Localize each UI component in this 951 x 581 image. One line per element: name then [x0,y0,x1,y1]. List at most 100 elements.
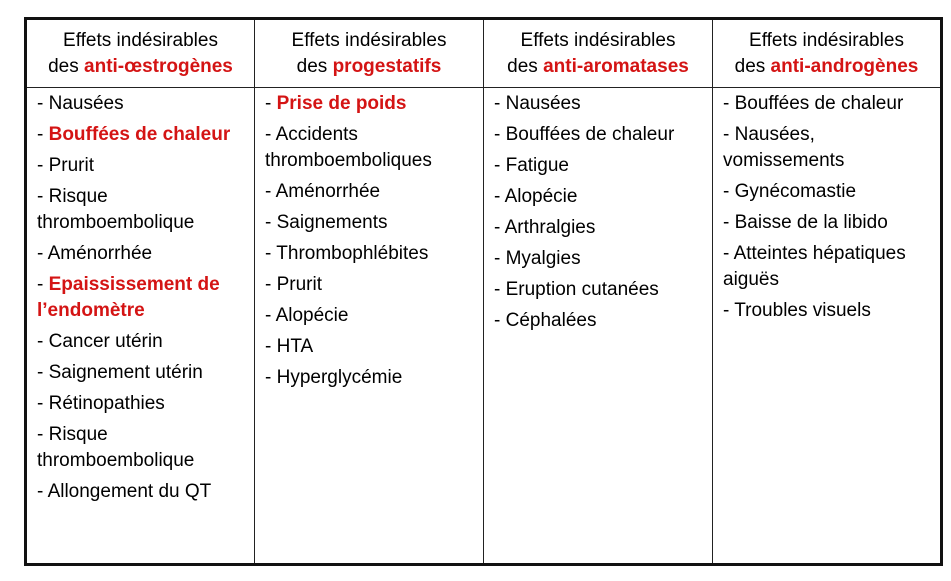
item-text: Hyperglycémie [276,367,403,388]
list-item: - Eruption cutanées [494,277,706,303]
side-effects-list: - Prise de poids - Accidents thromboembol… [254,87,484,565]
item-text: Bouffées de chaleur [734,93,904,114]
item-text: Saignement utérin [48,362,203,383]
list-item: - Prise de poids [265,91,477,117]
item-text: Rétinopathies [48,393,165,414]
dash: - [265,212,277,233]
item-text: HTA [276,336,314,357]
column-header: Effets indésirables des anti-androgènes [712,18,942,88]
list-item: - Nausées [494,91,706,117]
dash: - [37,393,49,414]
item-text: Cancer utérin [48,331,163,352]
side-effects-list: - Nausées - Bouffées de chaleur - Fatigue -… [483,87,713,565]
list-item: - Rétinopathies [37,391,248,417]
dash: - [494,248,506,269]
dash: - [723,93,735,114]
list-item: - Allongement du QT [37,479,248,505]
list-item: - Saignements [265,210,477,236]
header-line1: Effets indésirables [63,30,218,51]
dash: - [37,93,49,114]
item-text: Risque thromboembolique [37,186,195,233]
dash: - [37,186,49,207]
dash: - [723,124,735,145]
header-prefix: des [507,56,544,77]
column-header: Effets indésirables des anti-aromatases [483,18,713,88]
item-text: Bouffées de chaleur [505,124,675,145]
list-item: - Gynécomastie [723,179,934,205]
dash: - [723,181,735,202]
list-item: - Céphalées [494,308,706,334]
dash: - [723,212,735,233]
item-text: Eruption cutanées [505,279,659,300]
list-item: - Nausées, vomissements [723,122,934,174]
dash: - [37,124,49,145]
item-text: Prurit [48,155,95,176]
dash: - [37,424,49,445]
dash: - [494,124,506,145]
dash: - [723,243,734,264]
item-text: Saignements [276,212,388,233]
dash: - [265,181,276,202]
list-item: - Arthralgies [494,215,706,241]
dash: - [265,243,277,264]
item-text: Alopécie [504,186,578,207]
item-text: Alopécie [275,305,349,326]
dash: - [494,186,505,207]
column-header: Effets indésirables des progestatifs [254,18,484,88]
column-header: Effets indésirables des anti-œstrogènes [25,18,255,88]
header-drug-class: anti-aromatases [543,56,689,77]
item-text: Fatigue [505,155,569,176]
list-item: - Bouffées de chaleur [723,91,934,117]
dash: - [37,274,49,295]
dash: - [494,155,506,176]
header-line1: Effets indésirables [291,30,447,51]
list-item: - Atteintes hépatiques aiguës [723,241,934,293]
header-prefix: des [48,56,85,77]
side-effects-list: - Nausées - Bouffées de chaleur - Prurit - … [25,87,255,565]
item-text: Aménorrhée [47,243,153,264]
list-item: - HTA [265,334,477,360]
item-text: Accidents thromboemboliques [265,124,432,171]
list-item: - Troubles visuels [723,298,934,324]
dash: - [494,279,506,300]
dash: - [37,362,49,383]
header-prefix: des [734,56,771,77]
item-text: Arthralgies [504,217,596,238]
dash: - [37,481,48,502]
list-item: - Saignement utérin [37,360,248,386]
dash: - [494,93,506,114]
list-item: - Fatigue [494,153,706,179]
item-text: Atteintes hépatiques aiguës [723,243,906,290]
list-item: - Prurit [37,153,248,179]
dash: - [723,300,735,321]
header-drug-class: progestatifs [332,56,442,77]
list-item: - Prurit [265,272,477,298]
item-text: Nausées [505,93,581,114]
list-item: - Bouffées de chaleur [494,122,706,148]
item-text: Aménorrhée [275,181,381,202]
list-item: - Bouffées de chaleur [37,122,248,148]
dash: - [265,124,276,145]
list-item: - Accidents thromboemboliques [265,122,477,174]
list-item: - Thrombophlébites [265,241,477,267]
dash: - [265,93,277,114]
header-drug-class: anti-œstrogènes [84,56,233,77]
item-text: Thrombophlébites [276,243,429,264]
list-item: - Hyperglycémie [265,365,477,391]
side-effects-list: - Bouffées de chaleur - Nausées, vomissem… [712,87,942,565]
list-item: - Cancer utérin [37,329,248,355]
header-line1: Effets indésirables [749,30,904,51]
dash: - [494,310,506,331]
list-item: - Epaississement de l’endomètre [37,272,248,324]
item-text: Troubles visuels [734,300,871,321]
item-text: Myalgies [505,248,581,269]
dash: - [265,367,277,388]
item-text: Prurit [276,274,323,295]
header-drug-class: anti-androgènes [770,56,919,77]
header-row: Effets indésirables des anti-œstrogènes Ef… [25,18,942,88]
list-item: - Baisse de la libido [723,210,934,236]
item-text: Allongement du QT [47,481,212,502]
list-item: - Aménorrhée [37,241,248,267]
dash: - [494,217,505,238]
item-text: Nausées, vomissements [723,124,845,171]
